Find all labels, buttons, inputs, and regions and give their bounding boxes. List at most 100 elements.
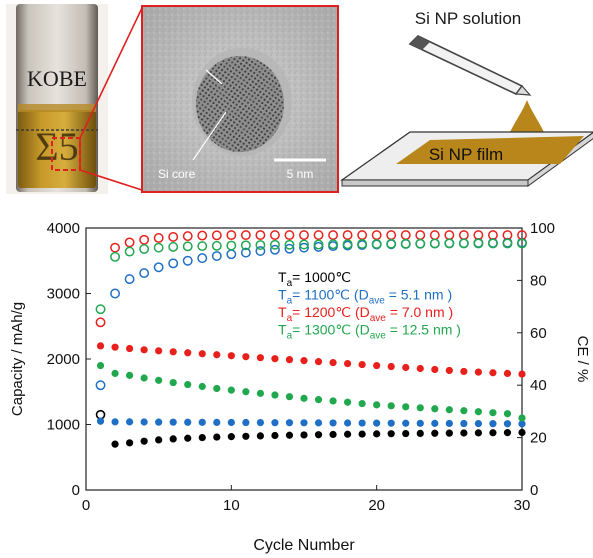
capacity-point (431, 419, 439, 427)
capacity-point (518, 420, 526, 428)
ce-point (502, 238, 513, 249)
coating-schematic: Si NP solution Si NP film (339, 9, 593, 187)
capacity-point (140, 437, 148, 445)
capacity-point (489, 369, 497, 377)
capacity-point (198, 434, 206, 442)
ce-point (415, 238, 426, 249)
capacity-point (140, 346, 148, 354)
ce-point (226, 240, 237, 251)
ce-point (211, 230, 222, 241)
capacity-point (344, 398, 352, 406)
capacity-point (242, 418, 250, 427)
capacity-point (169, 348, 177, 356)
capacity-point (329, 397, 337, 405)
ce-point (386, 238, 397, 249)
capacity-point (227, 418, 235, 427)
capacity-point (445, 419, 453, 428)
ce-point (255, 230, 266, 241)
capacity-point (155, 376, 163, 384)
capacity-point (198, 350, 206, 358)
capacity-point (460, 367, 468, 376)
tem-image: Si core 5 nm (141, 5, 339, 193)
capacity-point (373, 430, 381, 438)
capacity-point (474, 429, 482, 437)
capacity-point (344, 359, 352, 368)
capacity-point (358, 430, 366, 438)
ce-point (269, 244, 280, 255)
x-axis-label: Cycle Number (253, 537, 355, 554)
series-t1100 (95, 237, 527, 428)
capacity-point (373, 361, 381, 370)
capacity-point (300, 357, 308, 365)
capacity-point (358, 419, 366, 427)
capacity-point (271, 355, 279, 363)
capacity-point (474, 408, 482, 416)
x-tick-label: 10 (223, 497, 240, 514)
capacity-point (213, 418, 221, 427)
y2-tick-label: 60 (530, 325, 547, 342)
capacity-point (96, 342, 105, 350)
capacity-point (431, 405, 439, 413)
ce-point (473, 238, 484, 249)
capacity-point (329, 359, 337, 367)
capacity-point (518, 414, 526, 422)
y-tick-label: 1000 (47, 417, 80, 434)
ce-point (182, 231, 193, 242)
ce-point (153, 233, 164, 243)
capacity-point (373, 419, 381, 427)
capacity-point (460, 419, 468, 428)
capacity-point (213, 384, 221, 393)
ce-point (139, 244, 150, 254)
ce-point (284, 239, 295, 250)
vial-photo: KOBE Ʃ5 (6, 4, 108, 194)
ce-point (139, 268, 150, 279)
vial-label: KOBE (27, 66, 87, 91)
ce-point (110, 251, 121, 262)
ce-point (240, 247, 251, 258)
scale-label: 5 nm (287, 167, 314, 181)
capacity-point (489, 409, 497, 417)
capacity-point (344, 419, 352, 427)
capacity-point (126, 371, 134, 379)
capacity-point (126, 344, 134, 353)
capacity-point (402, 419, 410, 427)
si-np-film (396, 136, 584, 164)
y-tick-label: 3000 (47, 286, 80, 303)
ce-point (371, 239, 382, 249)
ce-point (444, 238, 455, 249)
ce-point (182, 255, 193, 266)
capacity-point (387, 402, 395, 410)
ce-point (124, 274, 135, 285)
capacity-point (96, 417, 105, 425)
capacity-point (271, 419, 279, 427)
ce-point (240, 240, 251, 251)
x-tick-label: 30 (514, 497, 531, 514)
ce-point (168, 258, 179, 269)
capacity-point (140, 374, 148, 382)
capacity-point (402, 403, 410, 411)
ce-point (269, 230, 280, 241)
x-tick-label: 0 (82, 497, 90, 514)
vial-background-lettering: Ʃ5 (35, 124, 78, 169)
capacity-point (314, 431, 323, 439)
capacity-point (474, 368, 482, 376)
capacity-point (387, 419, 395, 427)
y2-axis-label: CE / % (574, 336, 591, 383)
capacity-point (111, 369, 119, 378)
capacity-point (314, 358, 323, 366)
capacity-point (184, 380, 192, 389)
y-tick-label: 0 (72, 482, 80, 499)
series-t1000 (95, 409, 526, 448)
capacity-point (503, 429, 512, 437)
ce-point (313, 230, 324, 241)
capacity-point (373, 401, 381, 409)
ce-point (328, 230, 339, 241)
y-tick-label: 4000 (47, 220, 80, 237)
legend-entry: Ta= 1200℃ (Dave = 7.0 nm ) (278, 304, 453, 324)
ce-point (168, 231, 179, 242)
capacity-point (285, 431, 294, 439)
capacity-point (503, 420, 512, 428)
capacity-point (314, 396, 323, 404)
capacity-point (387, 430, 395, 438)
